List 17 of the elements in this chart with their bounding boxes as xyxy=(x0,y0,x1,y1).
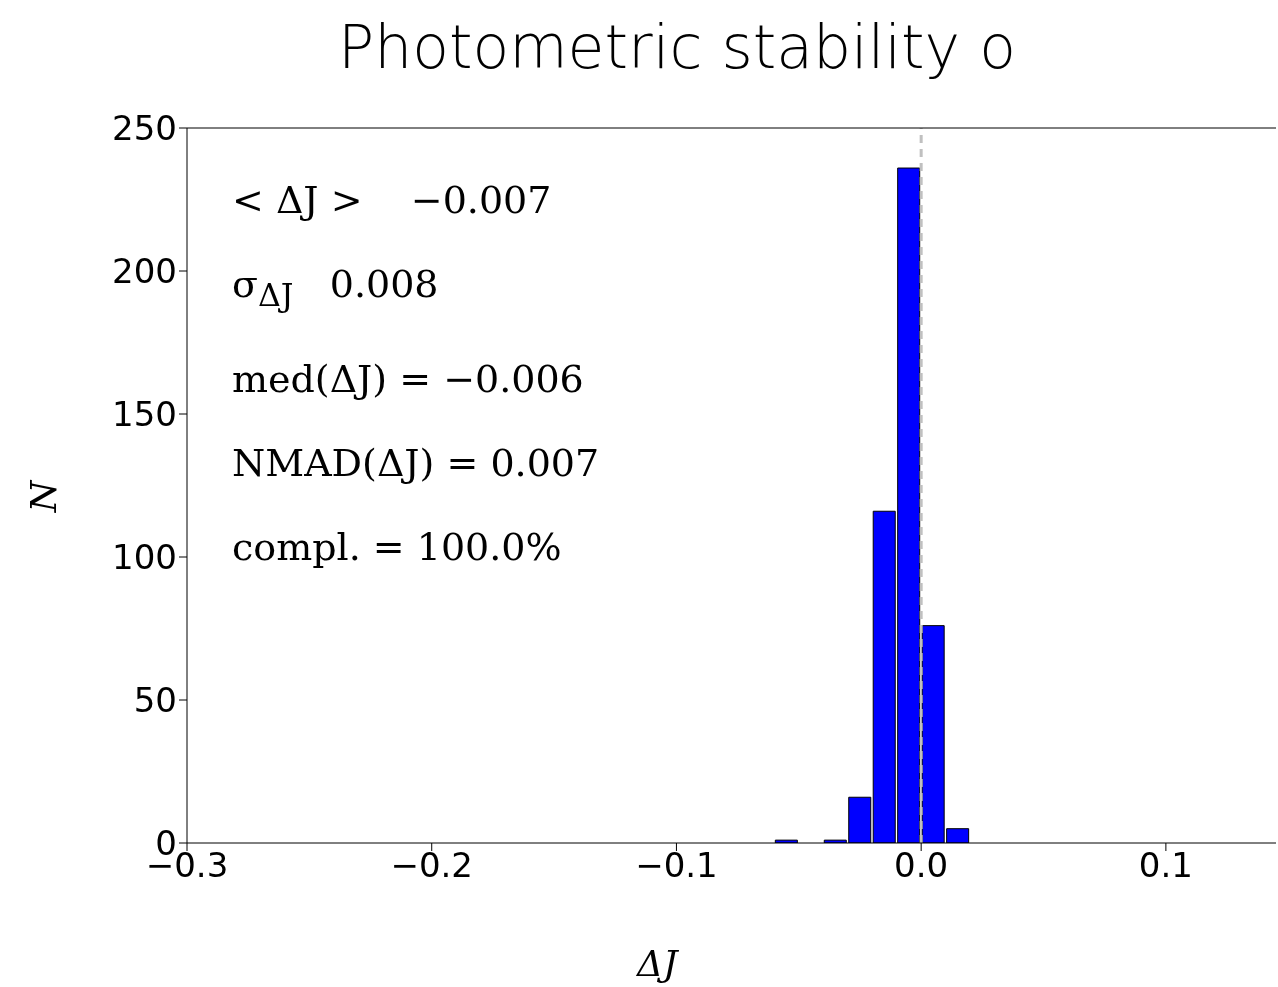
y-axis-title: N xyxy=(23,480,65,512)
annotation: compl. = 100.0% xyxy=(232,523,563,571)
x-tick-label: −0.2 xyxy=(390,845,473,886)
y-tick-label: 250 xyxy=(112,108,177,149)
annotation: NMAD(ΔJ) = 0.007 xyxy=(232,439,600,487)
y-tick-label: 200 xyxy=(112,251,177,292)
x-tick-label: −0.1 xyxy=(635,845,718,886)
y-tick-label: 50 xyxy=(133,680,177,721)
x-tick-label: 0.0 xyxy=(894,845,949,886)
chart-title: Photometric stability o xyxy=(338,12,1016,82)
x-axis-title: ΔJ xyxy=(637,943,678,984)
y-tick-label: 150 xyxy=(112,394,177,435)
annotation: σ$_{ΔJ}$ 0.008 xyxy=(232,261,440,315)
annotation: < ΔJ > −0.007 xyxy=(232,177,553,224)
y-tick-label: 100 xyxy=(112,537,177,578)
annotation: med(ΔJ) = −0.006 xyxy=(232,355,585,403)
x-tick-label: 0.1 xyxy=(1138,845,1193,886)
